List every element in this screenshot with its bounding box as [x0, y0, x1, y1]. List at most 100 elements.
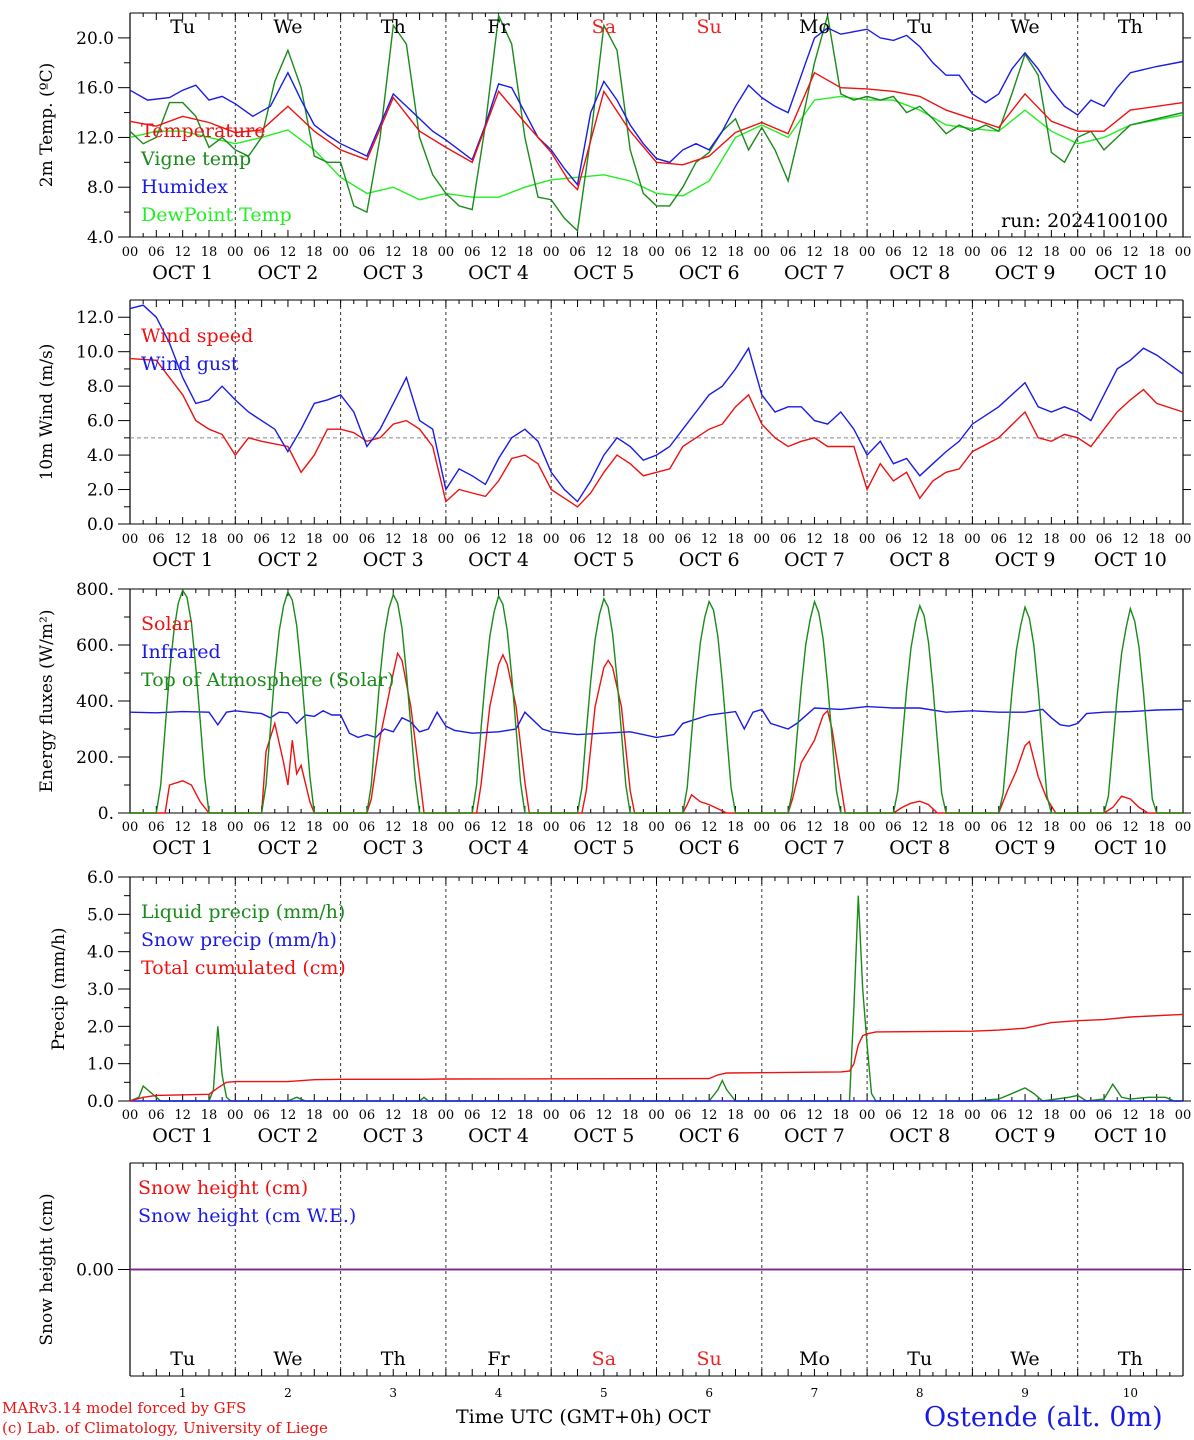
- day-number: 9: [1021, 1386, 1029, 1400]
- series-line-temperature: [129, 71, 1184, 192]
- station-name: Ostende (alt. 0m): [924, 1402, 1163, 1433]
- hour-tick-label: 12: [490, 1108, 507, 1123]
- hour-tick-label: 12: [280, 820, 297, 835]
- day-name: Su: [697, 16, 722, 38]
- hour-tick-label: 06: [148, 532, 165, 547]
- legend-entry: Wind gust: [141, 353, 239, 375]
- hour-tick-label: 12: [911, 245, 928, 260]
- day-name-bottom: Th: [1118, 1348, 1143, 1370]
- hour-tick-label: 06: [885, 532, 902, 547]
- hour-tick-label: 06: [675, 532, 692, 547]
- hour-tick-label: 06: [359, 820, 376, 835]
- hour-tick-label: 18: [938, 532, 955, 547]
- series-line-liquid-precip-mm-h: [129, 895, 1183, 1102]
- hour-tick-label: 06: [885, 1108, 902, 1123]
- hour-tick-label: 12: [596, 532, 613, 547]
- day-name-bottom: Sa: [592, 1348, 616, 1370]
- hour-tick-label: 12: [490, 532, 507, 547]
- date-label: OCT 6: [679, 262, 740, 284]
- hour-tick-label: 06: [780, 820, 797, 835]
- date-label: OCT 5: [573, 837, 634, 859]
- hour-tick-label: 12: [280, 1108, 297, 1123]
- hour-tick-label: 00: [648, 820, 665, 835]
- hour-tick-label: 18: [727, 1108, 744, 1123]
- day-name: Th: [1118, 16, 1143, 38]
- date-label: OCT 3: [363, 549, 424, 571]
- date-label: OCT 1: [152, 262, 213, 284]
- hour-tick-label: 18: [833, 245, 850, 260]
- model-credit: MARv3.14 model forced by GFS: [2, 1399, 247, 1417]
- legend-entry: DewPoint Temp: [141, 204, 292, 226]
- date-label: OCT 10: [1094, 837, 1167, 859]
- hour-tick-label: 00: [1069, 532, 1086, 547]
- hour-tick-label: 18: [201, 245, 218, 260]
- date-label: OCT 8: [889, 1125, 950, 1147]
- hour-tick-label: 00: [438, 1108, 455, 1123]
- day-name: Mo: [799, 16, 830, 38]
- day-name: We: [273, 16, 302, 38]
- hour-tick-label: 06: [253, 245, 270, 260]
- hour-tick-label: 00: [859, 532, 876, 547]
- day-name-bottom: We: [273, 1348, 302, 1370]
- series-line-infrared: [129, 705, 1184, 739]
- day-number: 10: [1123, 1386, 1138, 1400]
- date-label: OCT 6: [679, 549, 740, 571]
- hour-tick-label: 18: [411, 245, 428, 260]
- hour-tick-label: 06: [464, 820, 481, 835]
- hour-tick-label: 06: [148, 820, 165, 835]
- time-utc-label: Time UTC (GMT+0h): [456, 1406, 662, 1428]
- hour-tick-label: 12: [911, 820, 928, 835]
- hour-tick-label: 18: [1148, 532, 1165, 547]
- series-line-vigne-temp: [129, 12, 1184, 233]
- hour-tick-label: 12: [701, 532, 718, 547]
- date-label: OCT 5: [573, 1125, 634, 1147]
- hour-tick-label: 12: [701, 245, 718, 260]
- hour-tick-label: 12: [1017, 245, 1034, 260]
- hour-tick-label: 00: [122, 245, 139, 260]
- hour-tick-label: 12: [280, 245, 297, 260]
- date-label: OCT 3: [363, 1125, 424, 1147]
- date-label: OCT 8: [889, 837, 950, 859]
- y-axis-label: 10m Wind (m/s): [37, 344, 57, 481]
- hour-tick-label: 12: [1122, 820, 1139, 835]
- hour-tick-label: 18: [1148, 820, 1165, 835]
- date-label: OCT 7: [784, 1125, 845, 1147]
- hour-tick-label: 18: [306, 1108, 323, 1123]
- date-label: OCT 4: [468, 262, 529, 284]
- y-tick-label: 3.0: [87, 980, 114, 1000]
- hour-tick-label: 12: [911, 1108, 928, 1123]
- y-tick-label: 600.: [76, 636, 114, 656]
- hour-tick-label: 06: [885, 245, 902, 260]
- hour-tick-label: 00: [964, 820, 981, 835]
- date-label: OCT 1: [152, 549, 213, 571]
- hour-tick-label: 06: [885, 820, 902, 835]
- hour-tick-label: 06: [990, 820, 1007, 835]
- y-tick-label: 2.0: [87, 1017, 114, 1037]
- panel-2: 0.0 2.0 4.0 6.0 8.0 10.0 12.0 10m Wind (m/s) Win…: [37, 299, 1191, 571]
- run-label: run: 2024100100: [1001, 210, 1168, 232]
- hour-tick-label: 12: [596, 820, 613, 835]
- hour-tick-label: 06: [1096, 820, 1113, 835]
- hour-tick-label: 00: [964, 1108, 981, 1123]
- hour-tick-label: 00: [227, 532, 244, 547]
- date-label: OCT 7: [784, 549, 845, 571]
- hour-tick-label: 12: [490, 245, 507, 260]
- hour-tick-label: 18: [411, 532, 428, 547]
- hour-tick-label: 18: [517, 532, 534, 547]
- date-label: OCT 9: [995, 837, 1056, 859]
- date-label: OCT 2: [257, 837, 318, 859]
- hour-tick-label: 18: [1043, 245, 1060, 260]
- series-line-dewpoint-temp: [129, 95, 1184, 201]
- hour-tick-label: 18: [622, 532, 639, 547]
- legend-entry: Vigne temp: [140, 148, 251, 170]
- hour-tick-label: 06: [359, 532, 376, 547]
- month-label: OCT: [667, 1406, 711, 1428]
- date-label: OCT 4: [468, 1125, 529, 1147]
- date-label: OCT 7: [784, 262, 845, 284]
- day-number: 1: [179, 1386, 187, 1400]
- hour-tick-label: 06: [148, 245, 165, 260]
- date-label: OCT 2: [257, 1125, 318, 1147]
- day-name-bottom: Tu: [907, 1348, 932, 1370]
- hour-tick-label: 18: [938, 820, 955, 835]
